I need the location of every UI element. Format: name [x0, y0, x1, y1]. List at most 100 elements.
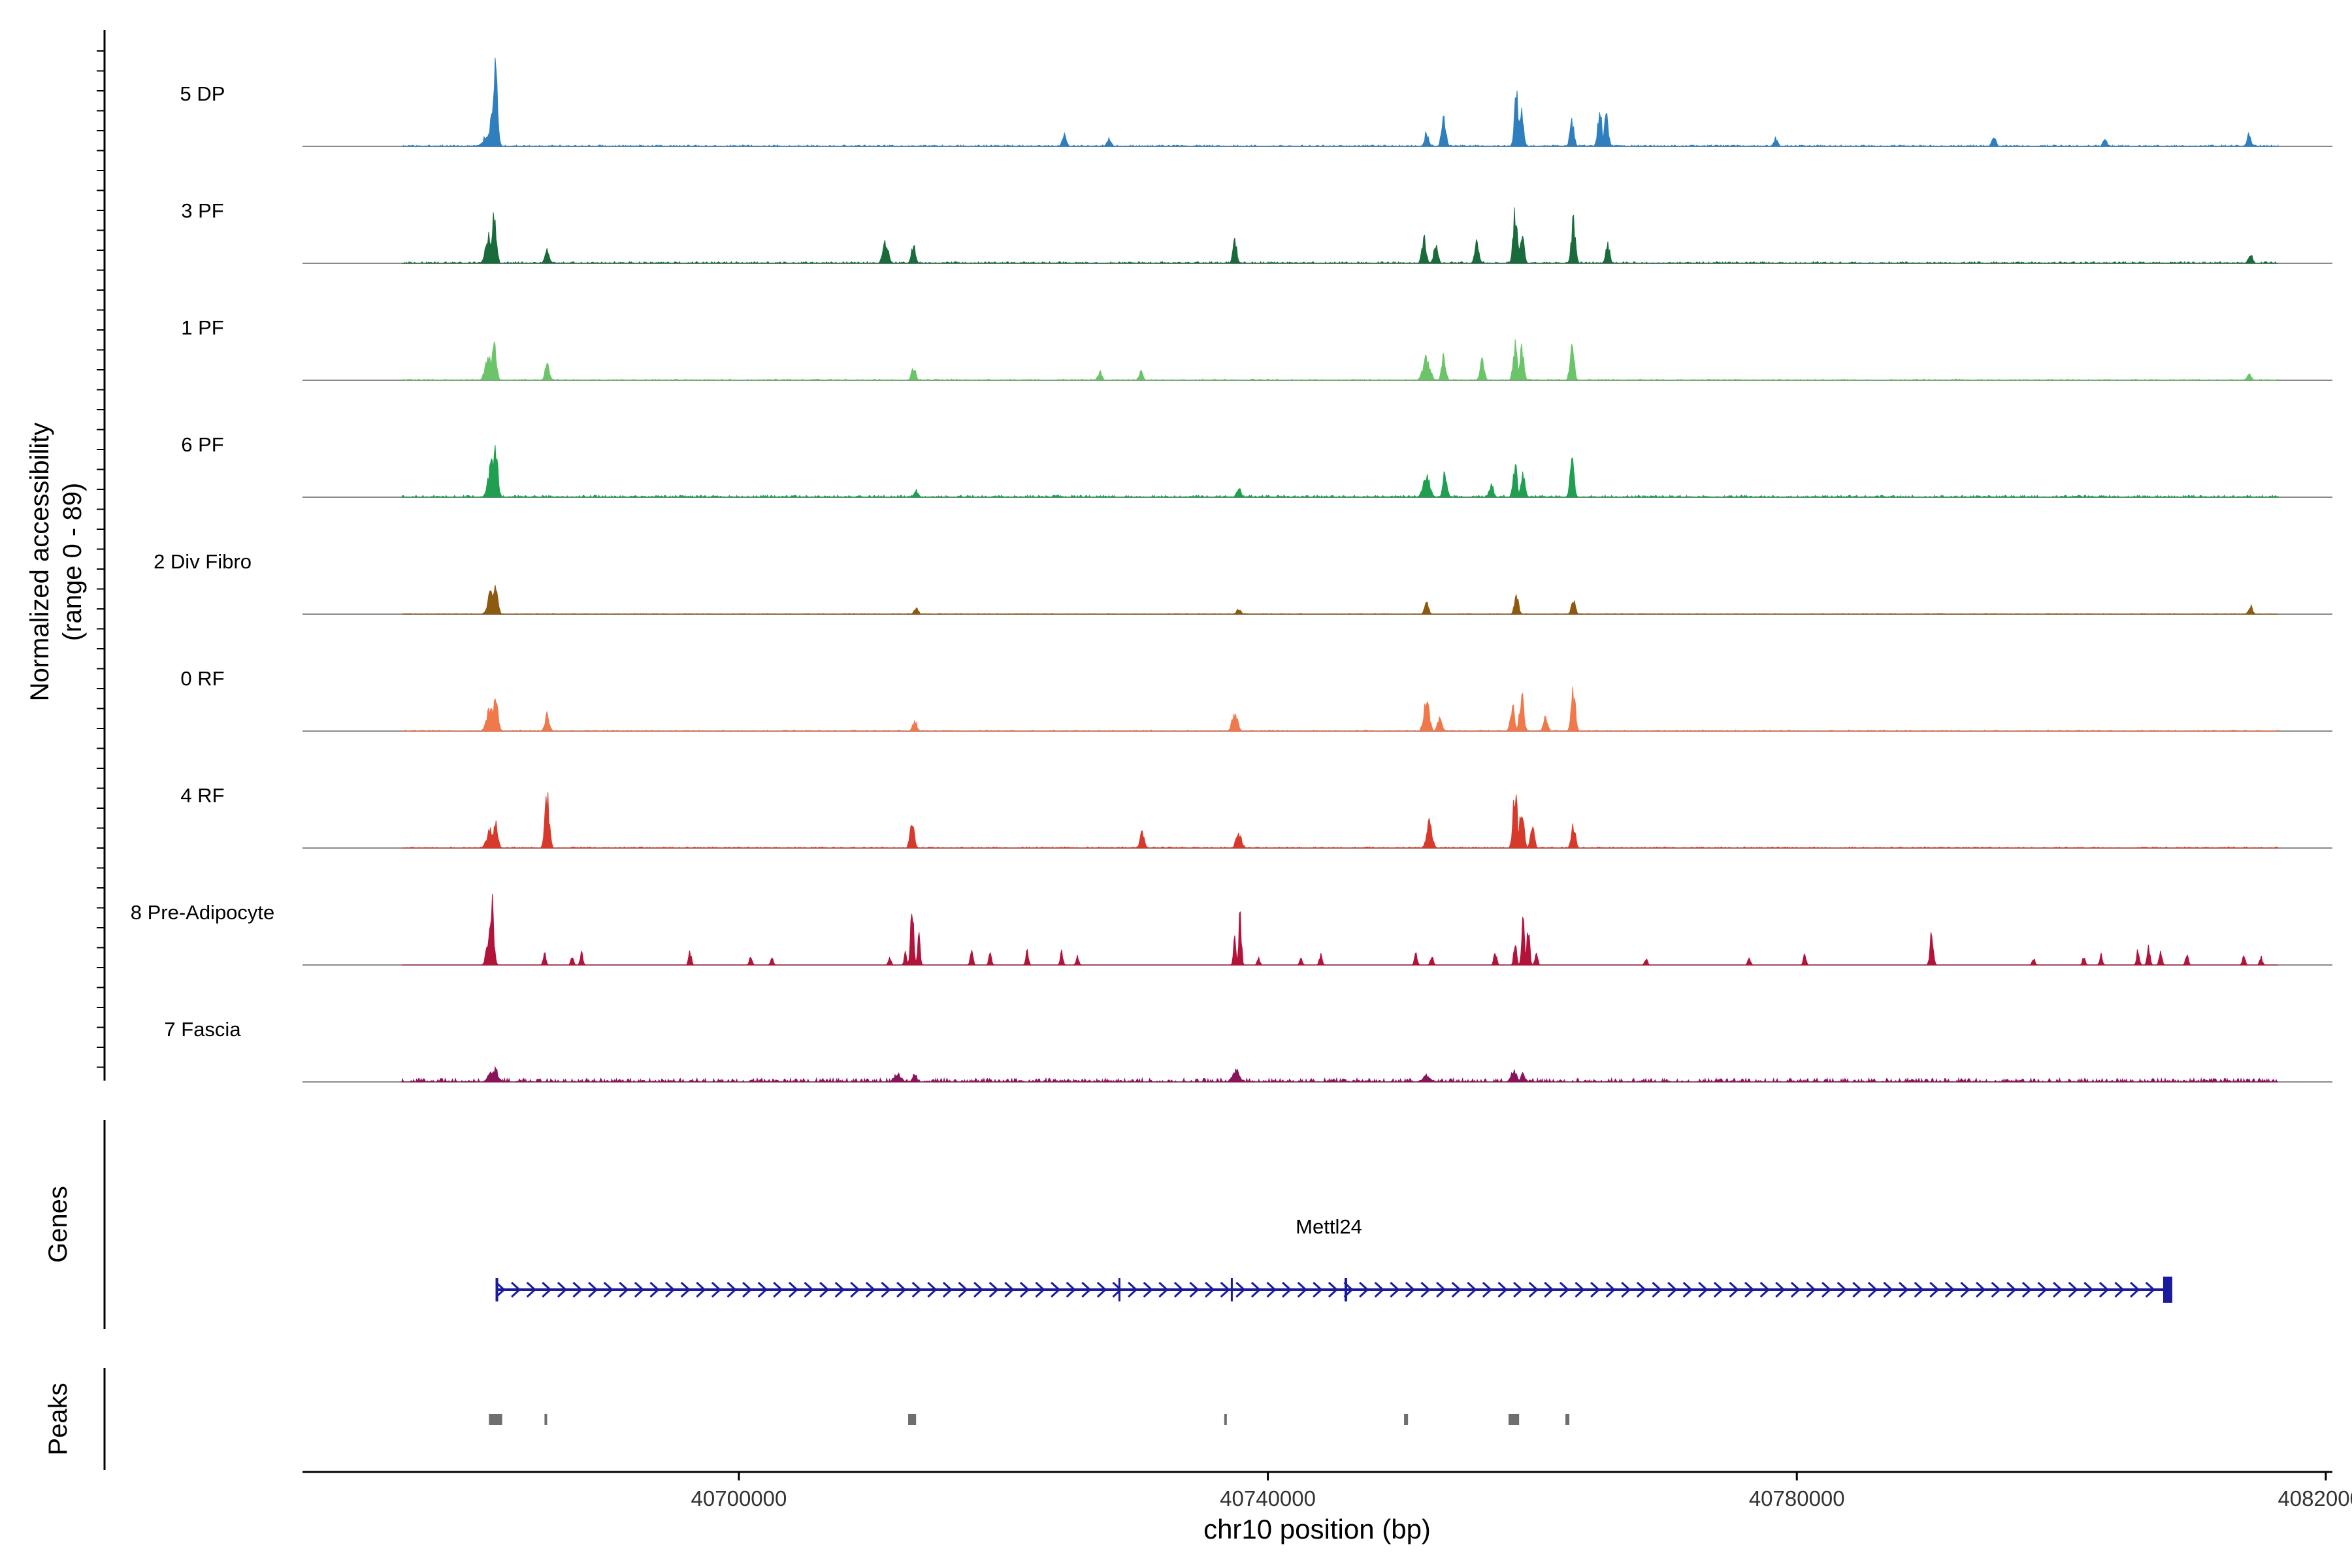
- strand-arrow: [2068, 1281, 2078, 1298]
- strand-arrow: [1513, 1281, 1524, 1298]
- strand-arrow: [649, 1281, 660, 1298]
- strand-arrow: [1482, 1281, 1493, 1298]
- strand-arrow: [603, 1281, 613, 1298]
- strand-arrow: [2099, 1281, 2110, 1298]
- strand-arrow: [911, 1281, 922, 1298]
- strand-arrow: [1960, 1281, 1970, 1298]
- strand-arrow: [1759, 1281, 1770, 1298]
- strand-arrow: [526, 1281, 536, 1298]
- strand-arrow: [1590, 1281, 1601, 1298]
- strand-arrow: [1189, 1281, 1200, 1298]
- x-tick-label: 40820000: [2278, 1486, 2352, 1511]
- strand-arrow: [804, 1281, 814, 1298]
- x-axis-ticks: 40700000 40740000 40780000 40820000: [691, 1472, 2352, 1511]
- x-axis-label: chr10 position (bp): [1203, 1514, 1431, 1544]
- strand-arrow: [1359, 1281, 1369, 1298]
- y-axis-label-line2: (range 0 - 89): [58, 483, 87, 641]
- strand-arrow: [1436, 1281, 1446, 1298]
- track-1-pf: 1 PF: [181, 316, 2332, 381]
- coverage-tracks: 5 DP 3 PF 1 PF 6 PF 2 Div Fibro 0 RF 4 RF 8 Pre…: [131, 57, 2332, 1083]
- strand-arrow: [1544, 1281, 1554, 1298]
- strand-arrow: [1374, 1281, 1384, 1298]
- strand-arrow: [1128, 1281, 1138, 1298]
- strand-arrow: [1621, 1281, 1631, 1298]
- strand-arrow: [665, 1281, 676, 1298]
- gene-model: [495, 1277, 2172, 1303]
- strand-arrow: [788, 1281, 799, 1298]
- gene-name-label: Mettl24: [1296, 1215, 1362, 1238]
- strand-arrow: [1899, 1281, 1909, 1298]
- track-label: 0 RF: [180, 667, 224, 690]
- strand-arrow: [1112, 1281, 1122, 1298]
- strand-arrow: [1636, 1281, 1647, 1298]
- strand-arrow: [1173, 1281, 1184, 1298]
- y-axis-label-line1: Normalized accessibility: [25, 423, 54, 702]
- strand-arrow: [988, 1281, 999, 1298]
- track-2-div-fibro: 2 Div Fibro: [154, 550, 2332, 615]
- exon: [1118, 1278, 1120, 1301]
- x-tick-label: 40740000: [1220, 1486, 1316, 1511]
- strand-arrow: [2083, 1281, 2094, 1298]
- track-7-fascia: 7 Fascia: [164, 1018, 2332, 1083]
- track-0-rf: 0 RF: [180, 667, 2332, 732]
- peak-region: [1404, 1414, 1409, 1425]
- strand-arrow: [1096, 1281, 1107, 1298]
- strand-arrow: [1698, 1281, 1708, 1298]
- strand-arrow: [2053, 1281, 2063, 1298]
- strand-arrow: [1051, 1281, 1061, 1298]
- track-label: 5 DP: [180, 82, 225, 105]
- coverage-area: [401, 339, 2279, 381]
- strand-arrow: [711, 1281, 722, 1298]
- strand-arrow: [1143, 1281, 1153, 1298]
- strand-arrow: [1220, 1281, 1230, 1298]
- track-label: 4 RF: [180, 784, 224, 807]
- strand-arrow: [572, 1281, 583, 1298]
- track-label: 8 Pre-Adipocyte: [131, 901, 275, 924]
- x-tick-label: 40780000: [1749, 1486, 1845, 1511]
- peaks-panel: Peaks: [44, 1368, 1570, 1470]
- track-4-rf: 4 RF: [180, 784, 2332, 849]
- strand-arrow: [1682, 1281, 1693, 1298]
- strand-arrow: [1451, 1281, 1462, 1298]
- strand-arrow: [696, 1281, 706, 1298]
- strand-arrow: [1744, 1281, 1755, 1298]
- peak-region: [1565, 1414, 1570, 1425]
- strand-arrow: [1976, 1281, 1986, 1298]
- track-6-pf: 6 PF: [181, 433, 2332, 498]
- strand-arrow: [896, 1281, 907, 1298]
- coverage-area: [401, 686, 2279, 732]
- strand-arrow: [757, 1281, 768, 1298]
- strand-arrow: [2145, 1281, 2155, 1298]
- strand-arrow: [1066, 1281, 1076, 1298]
- strand-arrow: [2021, 1281, 2033, 1298]
- strand-arrow: [495, 1281, 506, 1298]
- coverage-y-ticks: [97, 50, 105, 1068]
- exon: [2163, 1277, 2172, 1303]
- peak-region: [544, 1414, 547, 1425]
- strand-arrow: [1235, 1281, 1246, 1298]
- coverage-area: [401, 894, 2278, 966]
- strand-arrow: [1390, 1281, 1400, 1298]
- track-label: 7 Fascia: [164, 1018, 241, 1041]
- strand-arrow: [1944, 1281, 1955, 1298]
- strand-arrow: [1652, 1281, 1662, 1298]
- strand-arrow: [511, 1281, 521, 1298]
- strand-arrow: [1528, 1281, 1539, 1298]
- strand-arrow: [1081, 1281, 1092, 1298]
- coverage-panel: 5 DP 3 PF 1 PF 6 PF 2 Div Fibro 0 RF 4 RF 8 Pre…: [25, 30, 2332, 1083]
- track-label: 1 PF: [181, 316, 223, 339]
- genes-track-label: Genes: [44, 1186, 73, 1263]
- strand-arrow: [1852, 1281, 1863, 1298]
- strand-arrow: [1837, 1281, 1847, 1298]
- strand-arrow: [1667, 1281, 1678, 1298]
- strand-arrow: [1035, 1281, 1045, 1298]
- peak-region: [489, 1414, 502, 1425]
- strand-arrow: [727, 1281, 737, 1298]
- track-label: 2 Div Fibro: [154, 550, 252, 573]
- strand-arrow: [927, 1281, 938, 1298]
- strand-arrow: [1019, 1281, 1030, 1298]
- exon: [1344, 1278, 1348, 1301]
- strand-arrow: [1313, 1281, 1323, 1298]
- exon: [1230, 1278, 1233, 1301]
